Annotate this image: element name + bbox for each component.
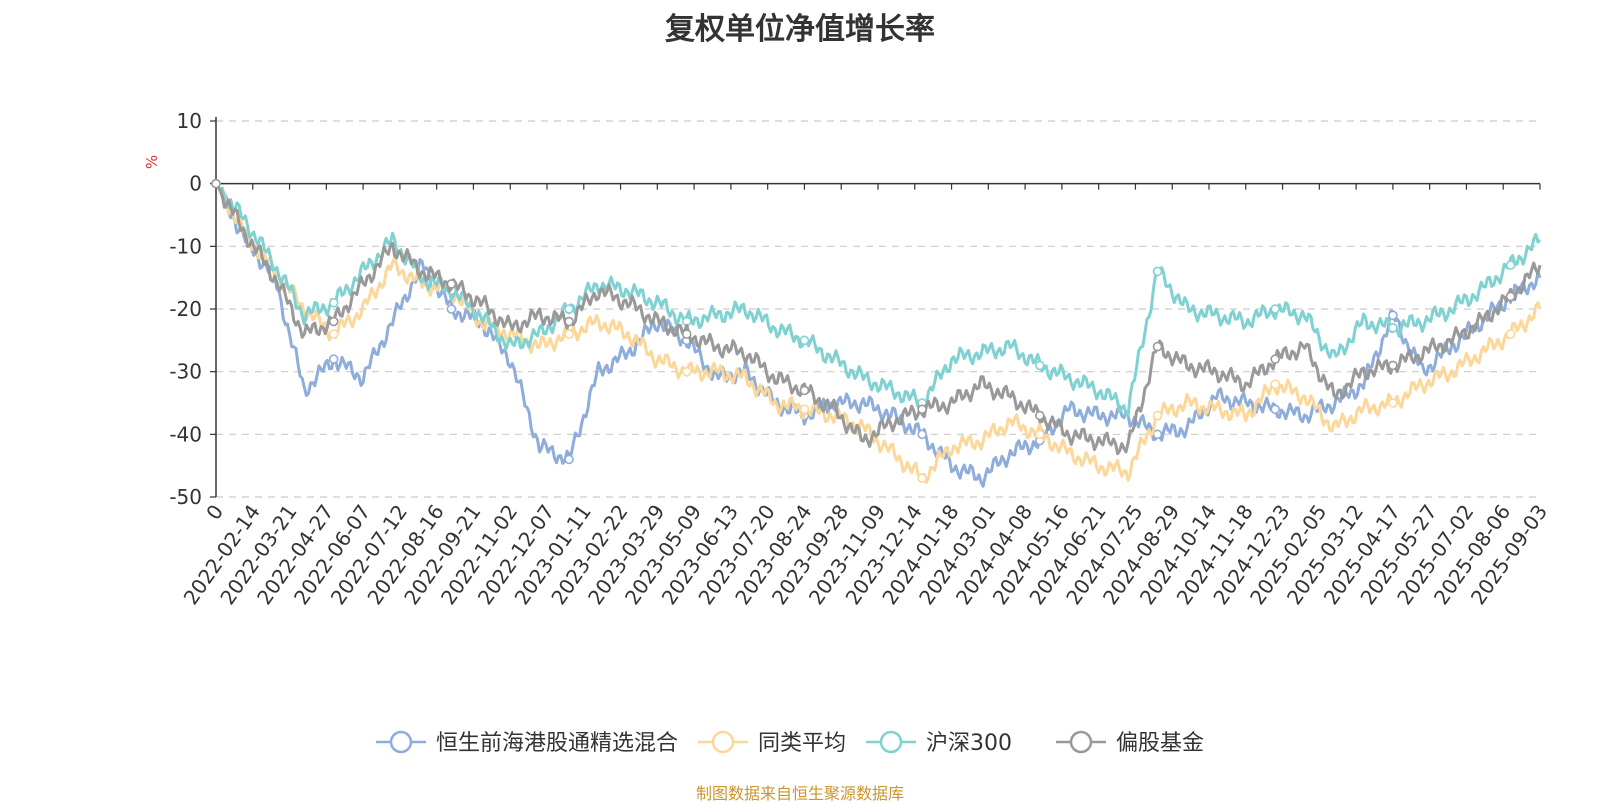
series-line (214, 182, 1542, 484)
y-tick-label: -20 (169, 297, 202, 321)
chart-title: 复权单位净值增长率 (665, 12, 935, 47)
series-point (328, 316, 339, 327)
series-point (1035, 360, 1045, 371)
series-point (1505, 260, 1516, 270)
series-point (564, 454, 574, 465)
series-point (799, 335, 810, 346)
y-tick-label: 0 (189, 172, 202, 196)
series-point (1152, 266, 1163, 277)
legend-label: 同类平均 (758, 731, 846, 756)
legend-item[interactable]: 恒生前海港股通精选混合 (376, 730, 678, 756)
y-tick-label: -50 (169, 485, 202, 509)
series-point (564, 329, 574, 339)
series-point (328, 297, 339, 308)
series-point (1270, 379, 1280, 390)
legend-item[interactable]: 同类平均 (698, 730, 846, 756)
series-point (328, 354, 339, 364)
series-point (328, 329, 339, 339)
legend[interactable]: 恒生前海港股通精选混合 同类平均 沪深300 偏股基金 (376, 730, 1204, 756)
x-tick-label: 0 (201, 500, 228, 524)
axis-layer: 100-10-20-30-40-5002022-02-142022-03-212… (169, 109, 1552, 609)
series-point (1152, 410, 1163, 421)
legend-item[interactable]: 沪深300 (866, 730, 1012, 756)
series-point (1035, 410, 1045, 421)
series-point (1152, 341, 1163, 352)
series-point (1270, 404, 1280, 415)
legend-marker-icon (711, 730, 735, 754)
series-point (799, 385, 810, 396)
legend-marker-icon (389, 730, 413, 754)
series-point (1388, 310, 1398, 321)
legend-label: 沪深300 (926, 731, 1012, 756)
y-tick-label: -10 (169, 234, 202, 258)
series-point (681, 366, 692, 377)
series-point (1505, 329, 1516, 339)
series-point (446, 304, 457, 314)
series-layer (211, 178, 1542, 488)
series-point (1270, 354, 1280, 364)
legend-label: 恒生前海港股通精选混合 (436, 731, 678, 756)
y-tick-label: 10 (177, 109, 202, 133)
series-point (1388, 398, 1398, 408)
legend-marker-icon (1069, 730, 1093, 754)
series-point (1270, 304, 1280, 314)
legend-item[interactable]: 偏股基金 (1056, 730, 1204, 756)
series-point (446, 279, 457, 289)
series-point (1388, 360, 1398, 371)
source-note: 制图数据来自恒生聚源数据库 (695, 784, 904, 803)
series-point (1388, 322, 1398, 333)
series-line (214, 182, 1542, 456)
series-point (917, 473, 927, 484)
y-tick-label: -40 (169, 422, 202, 446)
series-point (917, 404, 927, 415)
series-point (1505, 291, 1516, 302)
series-point (1035, 429, 1045, 440)
series-point (681, 329, 692, 339)
series-point (564, 304, 574, 314)
series-line (214, 182, 1542, 418)
y-axis-unit: % (143, 155, 161, 169)
legend-label: 偏股基金 (1116, 731, 1204, 756)
y-tick-label: -30 (169, 360, 202, 384)
series-point (917, 429, 927, 440)
series-point (211, 178, 221, 189)
legend-marker-icon (879, 730, 903, 754)
series-point (564, 316, 574, 327)
series-point (799, 404, 810, 415)
